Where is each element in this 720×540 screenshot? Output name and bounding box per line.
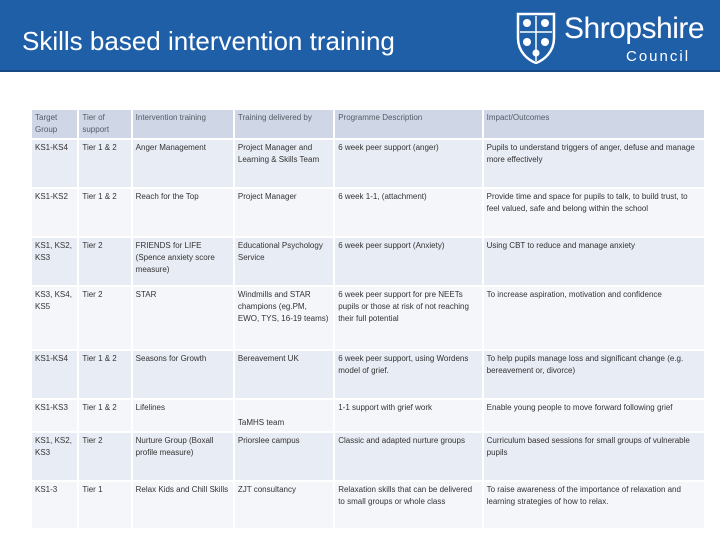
cell-tier: Tier 2 (79, 433, 131, 480)
header-outcomes: Impact/Outcomes (483, 110, 704, 138)
cell-delivered-by: TaMHS team (234, 400, 334, 431)
cell-delivered-by: ZJT consultancy (234, 482, 334, 528)
cell-delivered-by: Educational Psychology Service (234, 238, 334, 285)
table-row: KS1-KS3 Tier 1 & 2 Lifelines TaMHS team … (32, 400, 704, 431)
table-row: KS3, KS4, KS5 Tier 2 STAR Windmills and … (32, 287, 704, 349)
cell-delivered-by: Project Manager (234, 189, 334, 236)
header-intervention: Intervention training (132, 110, 233, 138)
cell-outcomes: Enable young people to move forward foll… (483, 400, 704, 431)
cell-target-group: KS1, KS2, KS3 (32, 433, 78, 480)
table-row: KS1-KS2 Tier 1 & 2 Reach for the Top Pro… (32, 189, 704, 236)
cell-target-group: KS1-KS4 (32, 351, 78, 398)
cell-target-group: KS1, KS2, KS3 (32, 238, 78, 285)
cell-outcomes: To raise awareness of the importance of … (483, 482, 704, 528)
cell-description: 6 week 1-1, (attachment) (335, 189, 482, 236)
cell-tier: Tier 1 & 2 (79, 140, 131, 187)
council-logo: Shropshire Council (514, 10, 714, 66)
cell-delivered-by: Bereavement UK (234, 351, 334, 398)
cell-tier: Tier 1 (79, 482, 131, 528)
shield-crest-icon (516, 12, 556, 64)
cell-description: 6 week peer support, using Wordens model… (335, 351, 482, 398)
header-description: Programme Description (335, 110, 482, 138)
cell-target-group: KS1-KS3 (32, 400, 78, 431)
cell-intervention: Nurture Group (Boxall profile measure) (132, 433, 233, 480)
cell-outcomes: Curriculum based sessions for small grou… (483, 433, 704, 480)
table-row: KS1, KS2, KS3 Tier 2 Nurture Group (Boxa… (32, 433, 704, 480)
cell-intervention: Anger Management (132, 140, 233, 187)
header-target-group: Target Group (32, 110, 78, 138)
cell-tier: Tier 1 & 2 (79, 189, 131, 236)
cell-delivered-by: Windmills and STAR champions (eg.PM, EWO… (234, 287, 334, 349)
cell-description: Classic and adapted nurture groups (335, 433, 482, 480)
cell-outcomes: To help pupils manage loss and significa… (483, 351, 704, 398)
cell-target-group: KS1-KS4 (32, 140, 78, 187)
cell-delivered-by: Priorslee campus (234, 433, 334, 480)
table-row: KS1-KS4 Tier 1 & 2 Seasons for Growth Be… (32, 351, 704, 398)
cell-outcomes: Using CBT to reduce and manage anxiety (483, 238, 704, 285)
intervention-table: Target Group Tier of support Interventio… (30, 108, 706, 530)
cell-description: 6 week peer support (anger) (335, 140, 482, 187)
cell-outcomes: Pupils to understand triggers of anger, … (483, 140, 704, 187)
cell-target-group: KS1-KS2 (32, 189, 78, 236)
cell-delivered-by: Project Manager and Learning & Skills Te… (234, 140, 334, 187)
slide-header: Skills based intervention training Shrop… (0, 0, 720, 72)
cell-intervention: Lifelines (132, 400, 233, 431)
logo-subtitle: Council (626, 48, 691, 65)
cell-target-group: KS1-3 (32, 482, 78, 528)
cell-intervention: Seasons for Growth (132, 351, 233, 398)
cell-intervention: STAR (132, 287, 233, 349)
cell-intervention: FRIENDS for LIFE (Spence anxiety score m… (132, 238, 233, 285)
cell-tier: Tier 2 (79, 287, 131, 349)
table-row: KS1, KS2, KS3 Tier 2 FRIENDS for LIFE (S… (32, 238, 704, 285)
cell-description: 6 week peer support (Anxiety) (335, 238, 482, 285)
cell-tier: Tier 2 (79, 238, 131, 285)
cell-intervention: Relax Kids and Chill Skills (132, 482, 233, 528)
cell-intervention: Reach for the Top (132, 189, 233, 236)
header-delivered-by: Training delivered by (234, 110, 334, 138)
cell-target-group: KS3, KS4, KS5 (32, 287, 78, 349)
cell-outcomes: Provide time and space for pupils to tal… (483, 189, 704, 236)
cell-outcomes: To increase aspiration, motivation and c… (483, 287, 704, 349)
cell-description: 6 week peer support for pre NEETs pupils… (335, 287, 482, 349)
slide-title: Skills based intervention training (22, 26, 395, 56)
cell-description: 1-1 support with grief work (335, 400, 482, 431)
cell-description: Relaxation skills that can be delivered … (335, 482, 482, 528)
table-row: KS1-KS4 Tier 1 & 2 Anger Management Proj… (32, 140, 704, 187)
table-header-row: Target Group Tier of support Interventio… (32, 110, 704, 138)
table-row: KS1-3 Tier 1 Relax Kids and Chill Skills… (32, 482, 704, 528)
logo-name: Shropshire (564, 12, 705, 45)
cell-tier: Tier 1 & 2 (79, 400, 131, 431)
header-tier: Tier of support (79, 110, 131, 138)
cell-tier: Tier 1 & 2 (79, 351, 131, 398)
